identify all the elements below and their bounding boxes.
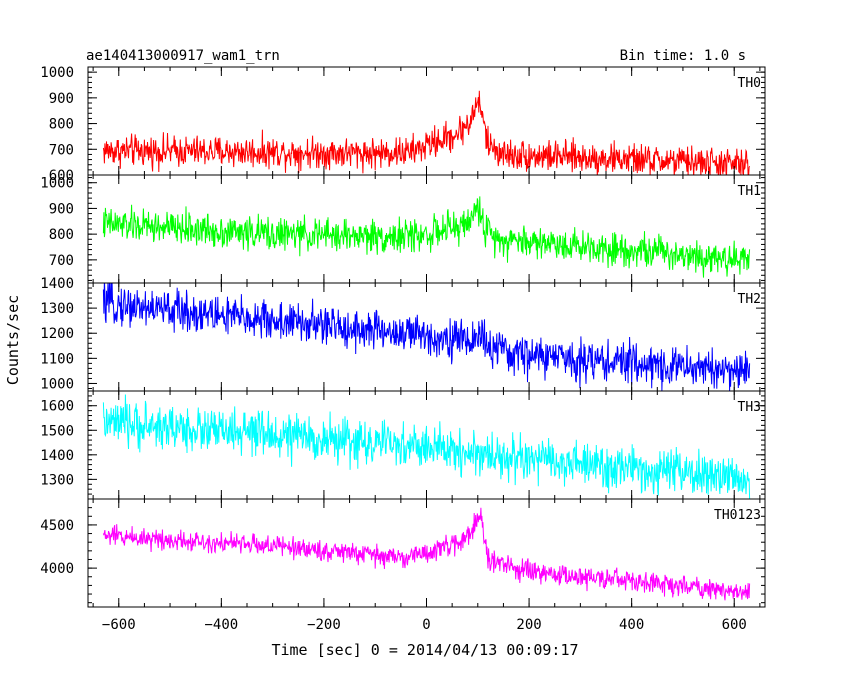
series-th1: [102, 196, 751, 278]
panel-label-th0123: TH0123: [714, 508, 761, 523]
x-axis-title: Time [sec] 0 = 2014/04/13 00:09:17: [271, 641, 578, 659]
panel-label-th2: TH2: [738, 292, 761, 307]
y-tick-label: 800: [49, 117, 74, 133]
y-tick-label: 700: [49, 142, 74, 158]
x-tick-label: 200: [516, 617, 541, 633]
y-tick-label: 1400: [40, 276, 74, 292]
panel-label-th1: TH1: [738, 184, 761, 199]
panel-label-th0: TH0: [738, 76, 761, 91]
y-tick-label: 1100: [40, 351, 74, 367]
series-th3: [102, 394, 751, 499]
y-tick-label: 1000: [40, 65, 74, 81]
y-tick-label: 700: [49, 253, 74, 269]
panel-frame: [87, 66, 766, 176]
x-tick-label: −600: [102, 617, 136, 633]
y-tick-label: 800: [49, 227, 74, 243]
panel-th1: 700 800 900 1000 TH1: [40, 174, 766, 284]
bin-time-label: Bin time: 1.0 s: [620, 48, 746, 64]
x-tick-label: −400: [204, 617, 238, 633]
y-tick-label: 1600: [40, 399, 74, 415]
x-tick-label: 400: [619, 617, 644, 633]
chart-title: ae140413000917_wam1_trn: [86, 48, 280, 64]
panel-label-th3: TH3: [738, 400, 761, 415]
x-tick-label: −200: [307, 617, 341, 633]
y-tick-label: 900: [49, 201, 74, 217]
series-th0: [102, 90, 751, 175]
y-tick-label: 1300: [40, 472, 74, 488]
y-tick-label: 1200: [40, 326, 74, 342]
y-tick-label: 4000: [40, 561, 74, 577]
y-tick-label: 1000: [40, 176, 74, 192]
y-tick-label: 1500: [40, 423, 74, 439]
y-tick-label: 4500: [40, 518, 74, 534]
y-tick-label: 1000: [40, 376, 74, 392]
panel-th2: 1000 1100 1200 1300 1400 TH2: [40, 276, 766, 392]
series-th2: [102, 283, 751, 391]
y-tick-label: 1400: [40, 448, 74, 464]
y-tick-label: 1300: [40, 301, 74, 317]
y-tick-label: 600: [49, 168, 74, 184]
panel-th3: 1300 1400 1500 1600 TH3: [40, 390, 766, 500]
y-axis-title: Counts/sec: [4, 295, 22, 385]
x-tick-label: 0: [422, 617, 430, 633]
y-tick-label: 900: [49, 91, 74, 107]
panel-th0123: 4000 4500 TH0123: [40, 498, 766, 608]
panel-th0: 600 700 800 900 1000 TH0: [40, 65, 766, 184]
x-tick-label: 600: [722, 617, 747, 633]
series-th0123: [102, 507, 751, 601]
